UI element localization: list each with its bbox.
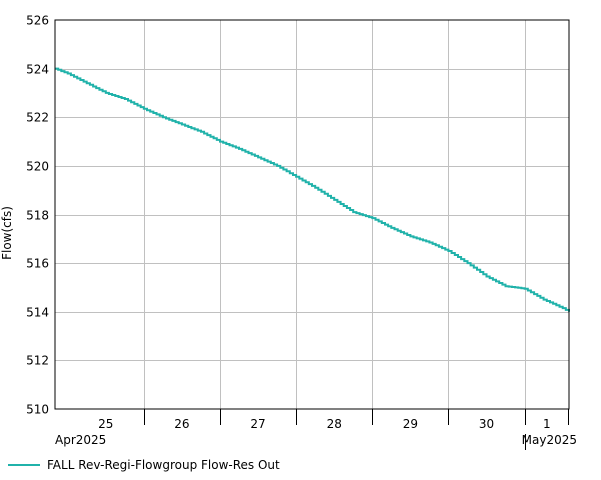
series-line-flow-res-out bbox=[55, 67, 570, 312]
x-tick-label: 26 bbox=[174, 417, 189, 431]
x-month-label: Apr2025 bbox=[55, 433, 106, 447]
y-tick-label: 524 bbox=[26, 63, 49, 77]
y-tick-label: 516 bbox=[26, 257, 49, 271]
y-tick-label: 510 bbox=[26, 403, 49, 417]
y-tick-label: 512 bbox=[26, 354, 49, 368]
legend-swatch bbox=[8, 464, 40, 466]
x-tick-label: 25 bbox=[98, 417, 113, 431]
legend: FALL Rev-Regi-Flowgroup Flow-Res Out bbox=[8, 457, 280, 473]
x-tick-label: 27 bbox=[250, 417, 265, 431]
y-tick-label: 522 bbox=[26, 111, 49, 125]
x-month-label: May2025 bbox=[522, 433, 577, 447]
plot-background bbox=[55, 20, 569, 409]
y-axis-title: Flow(cfs) bbox=[0, 206, 14, 260]
y-tick-label: 526 bbox=[26, 14, 49, 28]
x-axis-ticks: 25 26 27 28 29 30 1 Apr2025 May2025 bbox=[55, 409, 577, 450]
series-layer bbox=[55, 67, 570, 312]
y-axis-ticks: 510 512 514 516 518 520 522 524 526 bbox=[26, 14, 49, 417]
x-tick-label: 28 bbox=[327, 417, 342, 431]
plot-frame bbox=[54, 19, 570, 410]
x-tick-label: 30 bbox=[479, 417, 494, 431]
y-tick-label: 520 bbox=[26, 160, 49, 174]
y-tick-label: 514 bbox=[26, 306, 49, 320]
grid-lines bbox=[55, 20, 569, 409]
y-tick-label: 518 bbox=[26, 209, 49, 223]
x-tick-label: 29 bbox=[403, 417, 418, 431]
x-tick-label: 1 bbox=[543, 417, 551, 431]
legend-label-flow-res-out: FALL Rev-Regi-Flowgroup Flow-Res Out bbox=[47, 458, 280, 472]
